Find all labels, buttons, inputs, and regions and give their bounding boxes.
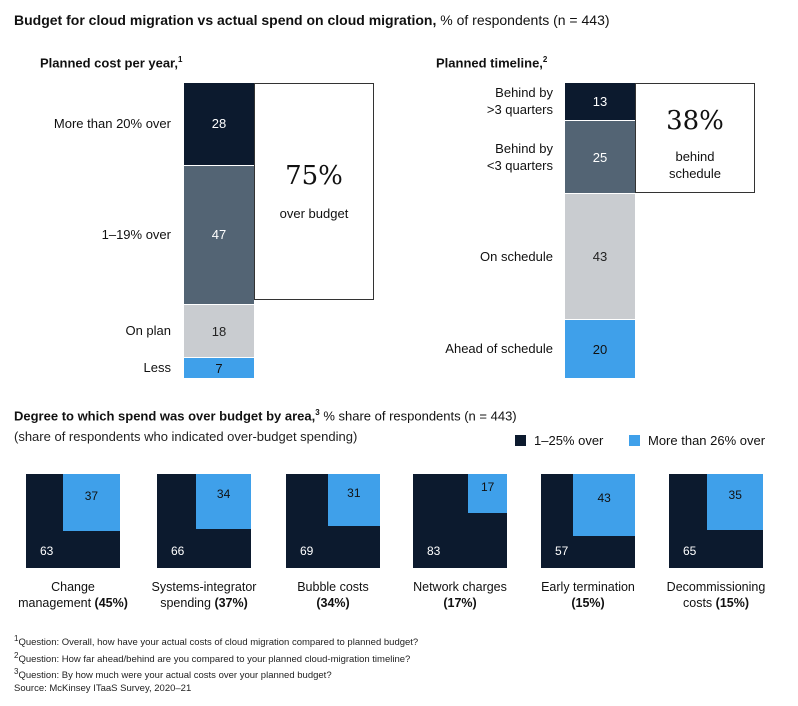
share-square-blue: 43 [573, 474, 635, 536]
behind-schedule-callout: 38% behind schedule [635, 83, 755, 193]
over-budget-label: over budget [279, 206, 349, 221]
bar-segment: 13 [565, 83, 635, 121]
area-category-label: Decommissioning costs (15%) [666, 580, 766, 610]
bar-segment: 25 [565, 121, 635, 194]
share-value-blue: 34 [216, 487, 231, 502]
bar-value-label: 7 [215, 360, 223, 376]
bar-segment: 28 [184, 83, 254, 165]
bar-segment: 20 [565, 320, 635, 378]
share-value-navy: 65 [683, 544, 697, 558]
legend-swatch-navy [515, 435, 526, 446]
source-note: Source: McKinsey ITaaS Survey, 2020–21 [14, 682, 192, 694]
behind-schedule-value: 38% [666, 106, 724, 136]
share-square: 34 66 [157, 474, 251, 568]
category-label: On schedule [480, 248, 553, 264]
category-label: Behind by >3 quarters [486, 85, 553, 118]
bar-value-label: 43 [592, 249, 608, 265]
share-value-blue: 37 [84, 488, 99, 503]
category-label: Ahead of schedule [445, 341, 553, 357]
area-category-label: Early termination (15%) [541, 580, 635, 610]
area-category-label: Systems-integrator spending (37%) [151, 580, 257, 610]
footnote-3: 3Question: By how much were your actual … [14, 667, 332, 682]
category-label: Behind by <3 quarters [486, 140, 553, 173]
over-budget-callout: 75% over budget [254, 83, 374, 300]
area-category-label: Network charges (17%) [413, 580, 507, 610]
share-value-blue: 31 [347, 486, 361, 501]
share-value-navy: 66 [171, 544, 185, 558]
legend-item-26-plus: More than 26% over [629, 433, 765, 448]
bar-value-label: 47 [211, 227, 227, 243]
share-value-blue: 17 [480, 480, 495, 494]
share-square: 35 65 [669, 474, 763, 568]
planned-cost-heading: Planned cost per year,1 [40, 55, 183, 71]
bar-segment: 7 [184, 358, 254, 378]
bar-value-label: 18 [211, 323, 227, 339]
category-label: More than 20% over [53, 115, 171, 131]
bar-value-label: 28 [211, 116, 227, 132]
share-square-blue: 37 [62, 474, 120, 532]
share-value-blue: 35 [728, 487, 742, 502]
legend-item-1-25: 1–25% over [515, 433, 603, 448]
category-label: On plan [125, 323, 171, 339]
over-budget-value: 75% [285, 161, 343, 191]
bar-segment: 43 [565, 194, 635, 320]
area-chart-subtitle: (share of respondents who indicated over… [14, 429, 358, 444]
share-value-navy: 63 [40, 544, 54, 558]
bar-value-label: 20 [592, 341, 608, 357]
bar-segment: 18 [184, 305, 254, 358]
footnotes: 1Question: Overall, how have your actual… [14, 633, 418, 695]
category-label: Less [143, 360, 171, 376]
footnote-1: 1Question: Overall, how have your actual… [14, 634, 419, 649]
legend-swatch-blue [629, 435, 640, 446]
area-category-label: Change management (45%) [18, 580, 128, 610]
footnote-2: 2Question: How far ahead/behind are you … [14, 650, 411, 665]
share-square: 17 83 [413, 474, 507, 568]
bar-segment: 47 [184, 165, 254, 304]
share-value-navy: 83 [427, 544, 441, 558]
share-square: 37 63 [26, 474, 120, 568]
share-square: 43 57 [541, 474, 635, 568]
category-label: 1–19% over [101, 226, 171, 242]
chart-title: Budget for cloud migration vs actual spe… [14, 12, 610, 28]
share-square-blue: 35 [707, 474, 763, 530]
share-square-blue: 17 [468, 474, 507, 513]
share-value-blue: 43 [597, 490, 611, 505]
area-chart-heading: Degree to which spend was over budget by… [14, 408, 517, 424]
share-value-navy: 69 [300, 544, 314, 558]
share-square-blue: 31 [327, 474, 380, 527]
share-value-navy: 57 [555, 544, 569, 558]
bar-value-label: 25 [592, 149, 608, 165]
share-square: 31 69 [286, 474, 380, 568]
planned-timeline-heading: Planned timeline,2 [436, 55, 548, 71]
share-square-blue: 34 [196, 474, 251, 529]
area-category-label: Bubble costs (34%) [297, 580, 369, 610]
bar-value-label: 13 [592, 94, 608, 110]
behind-schedule-label: behind schedule [668, 149, 722, 181]
